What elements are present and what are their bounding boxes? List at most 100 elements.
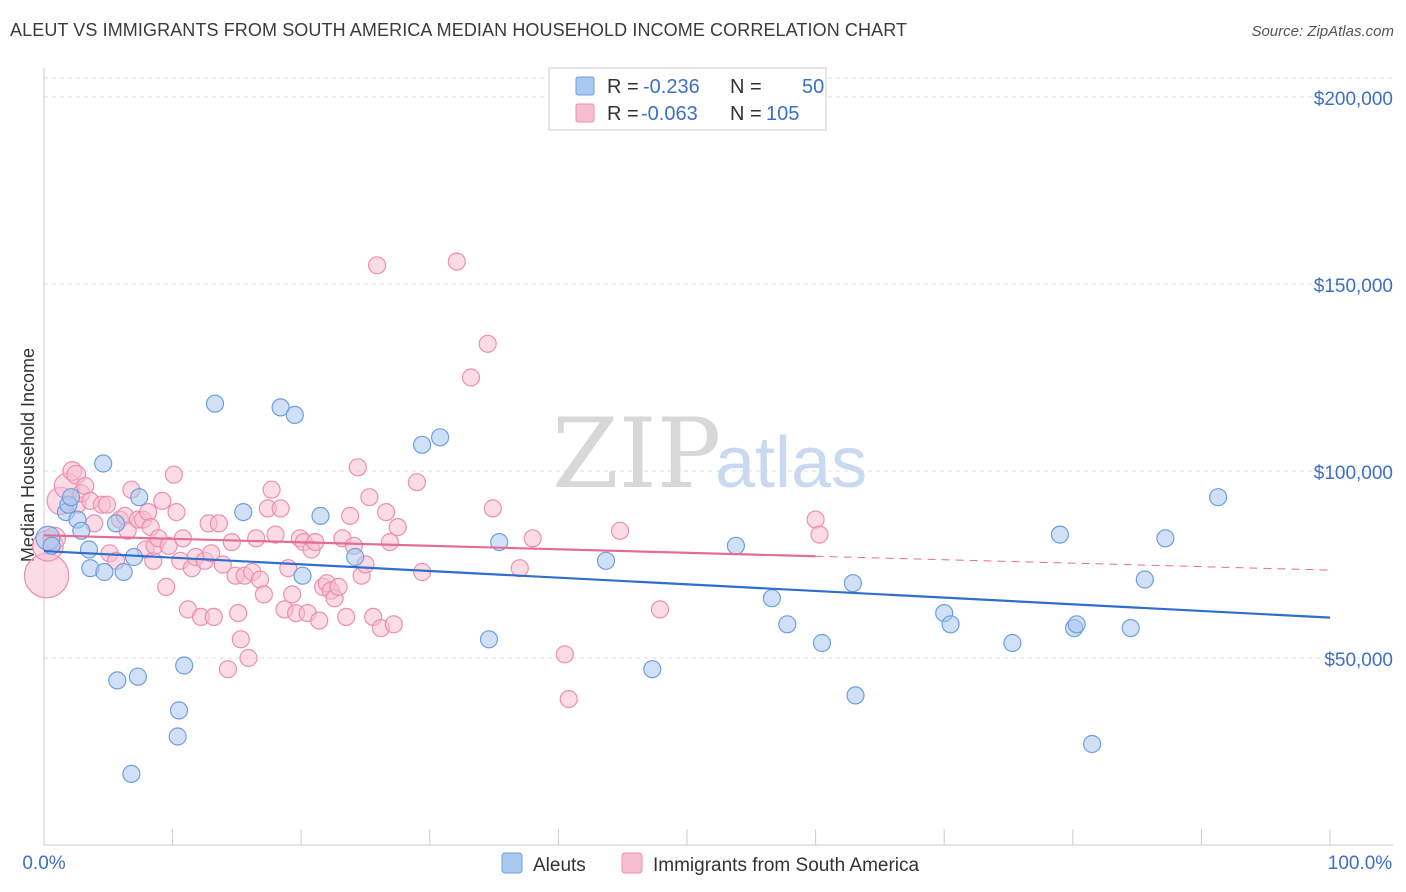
- aleut-point: [1208, 488, 1228, 507]
- aleut-point: [596, 551, 616, 570]
- aleut-point: [95, 562, 114, 582]
- immigrants-point: [283, 585, 302, 604]
- immigrants-point: [164, 465, 183, 484]
- legend-n-label-2: N =: [730, 103, 762, 125]
- immigrants-point: [250, 570, 270, 589]
- aleut-point: [846, 686, 865, 705]
- source-attribution: Source: ZipAtlas.com: [1251, 23, 1394, 40]
- immigrants-point: [478, 334, 497, 353]
- aleut-point: [1156, 529, 1175, 548]
- immigrants-point: [407, 473, 426, 492]
- immigrants-point: [204, 607, 223, 627]
- aleut-point: [812, 633, 832, 653]
- y-tick-label: $100,000: [1314, 463, 1393, 484]
- aleut-point: [762, 589, 782, 608]
- immigrants-point: [239, 648, 258, 668]
- trend-lines: [43, 534, 1331, 619]
- bottom-legend-swatch-immigrants: [621, 852, 643, 874]
- immigrants-point: [157, 577, 176, 597]
- legend-r-value-2: -0.063: [641, 103, 698, 125]
- aleut-point: [431, 428, 450, 447]
- y-tick-label: $50,000: [1324, 650, 1393, 671]
- aleut-point: [778, 615, 797, 634]
- aleut-point: [1135, 570, 1154, 589]
- aleut-point: [234, 502, 253, 522]
- immigrants-point: [209, 514, 228, 533]
- aleut-point: [79, 540, 99, 559]
- immigrants-point: [222, 532, 241, 552]
- immigrants-point: [229, 603, 248, 623]
- trend-line-immigrants: [43, 534, 816, 558]
- trend-line-immigrants-extension: [815, 555, 1331, 571]
- aleut-point: [1082, 734, 1102, 754]
- immigrants-point: [447, 252, 466, 271]
- immigrants-point: [461, 368, 481, 387]
- legend-n-label-1: N =: [730, 76, 762, 98]
- immigrants-point: [559, 689, 578, 709]
- y-tick-label: $200,000: [1314, 89, 1393, 110]
- immigrants-point: [377, 502, 396, 522]
- immigrants-point: [254, 585, 273, 604]
- aleut-point: [128, 667, 147, 686]
- chart-title: ALEUT VS IMMIGRANTS FROM SOUTH AMERICA M…: [10, 20, 908, 40]
- legend-swatch-immigrants: [575, 103, 595, 123]
- aleut-point: [1067, 615, 1086, 634]
- aleut-point: [168, 727, 187, 746]
- legend-r-label-2: R =: [607, 103, 639, 125]
- aleut-point: [413, 435, 432, 454]
- immigrants-point: [144, 551, 163, 570]
- aleut-point: [643, 660, 662, 679]
- aleut-point: [94, 454, 113, 473]
- aleut-point: [61, 488, 81, 507]
- trend-line-aleuts: [43, 549, 1331, 619]
- aleut-point: [42, 536, 61, 555]
- watermark-atlas: atlas: [715, 423, 867, 503]
- bottom-legend-label-immigrants: Immigrants from South America: [653, 855, 920, 876]
- immigrants-point: [266, 525, 285, 544]
- aleut-point: [175, 656, 194, 675]
- aleut-point: [1003, 633, 1022, 653]
- immigrants-point: [806, 510, 825, 529]
- immigrants-point: [310, 611, 329, 630]
- x-tick-label-max: 100.0%: [1328, 853, 1393, 874]
- aleut-point: [726, 536, 746, 555]
- immigrants-point: [218, 660, 237, 679]
- watermark: ZIP atlas: [552, 398, 867, 510]
- legend-swatch-aleuts: [575, 76, 595, 96]
- aleut-point: [1050, 525, 1070, 544]
- immigrants-point: [650, 600, 670, 619]
- immigrants-point: [139, 502, 158, 522]
- aleut-point: [346, 547, 365, 567]
- legend-r-label-1: R =: [607, 76, 639, 98]
- immigrants-point: [610, 521, 630, 540]
- immigrants-point: [555, 645, 574, 664]
- aleut-point: [271, 398, 290, 417]
- immigrants-point: [384, 615, 403, 634]
- x-tick-label-min: 0.0%: [22, 853, 65, 874]
- immigrants-point: [159, 536, 178, 555]
- watermark-zip: ZIP: [552, 398, 721, 510]
- aleut-point: [293, 566, 312, 585]
- immigrants-point: [360, 488, 379, 507]
- aleut-point: [106, 514, 126, 533]
- aleut-point: [490, 532, 509, 552]
- immigrants-point: [368, 256, 387, 275]
- immigrants-point: [483, 499, 502, 518]
- immigrants-point: [388, 517, 407, 537]
- aleut-point: [108, 671, 127, 690]
- bottom-legend-label-aleuts: Aleuts: [533, 855, 586, 876]
- series-legend: Aleuts Immigrants from South America: [501, 852, 920, 876]
- y-axis-tick-labels: $50,000 $100,000 $150,000 $200,000: [1314, 89, 1393, 671]
- immigrants-point: [271, 499, 290, 518]
- aleut-point: [941, 615, 960, 634]
- immigrants-point: [380, 532, 399, 552]
- stats-legend-box: [548, 67, 827, 131]
- y-axis-label: Median Household Income: [18, 348, 38, 562]
- immigrants-point: [329, 577, 348, 597]
- y-tick-label: $150,000: [1314, 276, 1393, 297]
- immigrants-point: [348, 458, 367, 477]
- immigrants-point: [341, 506, 360, 526]
- legend-n-value-1: 50: [802, 76, 824, 98]
- legend-r-value-1: -0.236: [643, 76, 700, 98]
